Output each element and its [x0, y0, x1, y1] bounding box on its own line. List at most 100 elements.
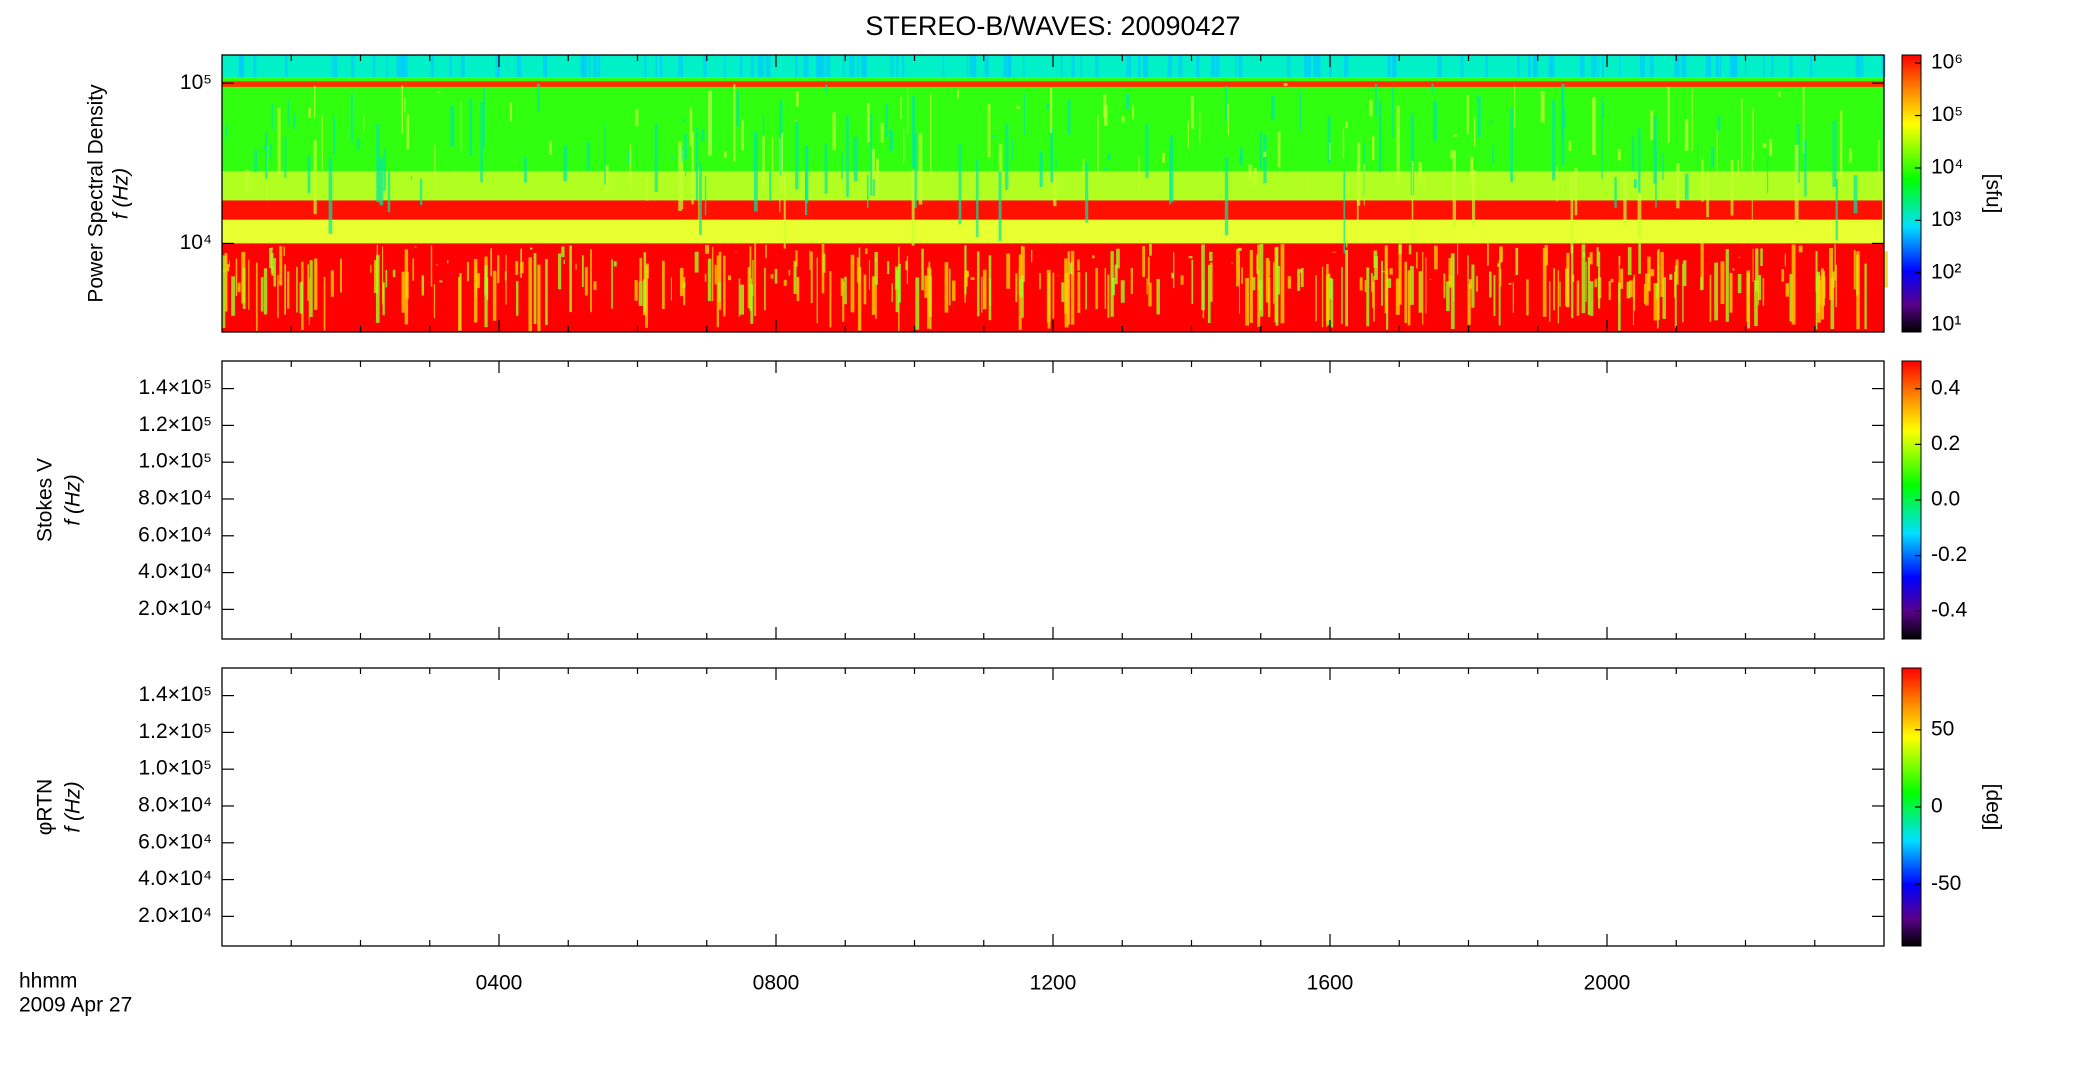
spectrogram-texture [973, 55, 977, 78]
spectrogram-texture [1378, 100, 1382, 173]
spectrogram-texture [1272, 262, 1275, 304]
spectrogram-texture [1207, 264, 1211, 323]
spectrogram-texture [1467, 255, 1469, 287]
spectrogram-texture [849, 55, 855, 78]
spectrogram-texture [822, 55, 825, 78]
spectrogram-texture [1384, 245, 1388, 314]
spectrogram-texture [1757, 279, 1759, 306]
spectrogram-texture [793, 120, 797, 122]
spectrogram-texture [313, 85, 316, 119]
spectrogram-texture [810, 251, 813, 304]
spectrogram-texture [458, 276, 461, 331]
spectrogram-texture [765, 55, 771, 78]
spectrogram-texture [1374, 256, 1378, 280]
spectrogram-texture [712, 246, 714, 302]
spectrogram-texture [1269, 260, 1271, 276]
spectrogram-texture [1596, 247, 1599, 267]
spectrogram-texture [1781, 269, 1785, 282]
spectrogram-texture [678, 55, 683, 78]
spectrogram-texture [1817, 279, 1821, 323]
colorbar-label: [deg] [1981, 784, 2004, 831]
spectrogram-texture [1740, 98, 1743, 170]
spectrogram-texture [405, 271, 409, 299]
spectrogram-texture [876, 158, 880, 196]
spectrogram-texture [984, 55, 989, 78]
x-axis-label: 2009 Apr 27 [19, 994, 132, 1017]
spectrogram-texture [1330, 279, 1334, 328]
spectrogram-texture [309, 260, 313, 318]
spectrogram-texture [850, 254, 855, 313]
spectrogram-texture [846, 115, 849, 197]
spectrogram-texture [1510, 108, 1513, 183]
spectrogram-texture [795, 250, 798, 267]
colorbar-tick-label: 10¹ [1931, 313, 1961, 336]
spectrogram-texture [1107, 274, 1110, 318]
spectrogram-texture [1245, 277, 1249, 326]
spectrogram-texture [1387, 55, 1391, 78]
spectrogram-texture [333, 117, 336, 156]
spectrogram-texture [1855, 55, 1861, 78]
spectrogram-texture [222, 81, 1884, 87]
spectrogram-texture [1471, 264, 1475, 308]
y-tick-label: 8.0×10⁴ [138, 487, 212, 510]
spectrogram-texture [1410, 113, 1415, 196]
spectrogram-texture [662, 260, 665, 310]
spectrogram-texture [795, 55, 798, 78]
spectrogram-texture [299, 282, 303, 314]
colorbar-tick-label: 10⁶ [1931, 51, 1963, 74]
spectrogram-texture [825, 84, 828, 95]
spectrogram-texture [375, 254, 380, 323]
spectrogram-texture [1853, 250, 1856, 290]
spectrogram-texture [1618, 282, 1621, 331]
spectrogram-texture [307, 264, 310, 301]
spectrogram-texture [1443, 273, 1446, 299]
spectrogram-texture [905, 260, 908, 271]
spectrogram-texture [1039, 273, 1041, 290]
spectrogram-texture [563, 145, 568, 182]
spectrogram-texture [948, 268, 951, 306]
spectrogram-texture [1632, 278, 1635, 326]
spectrogram-texture [870, 113, 873, 196]
spectrogram-texture [604, 124, 606, 185]
spectrogram-texture [684, 134, 687, 160]
spectrogram-texture [222, 255, 226, 272]
spectrogram-texture [592, 55, 597, 78]
spectrogram-texture [958, 144, 962, 225]
spectrogram-texture [1553, 268, 1556, 311]
spectrogram-texture [1618, 256, 1620, 303]
spectrogram-texture [528, 257, 532, 332]
spectrogram-texture [1691, 88, 1693, 151]
spectrogram-texture [1477, 96, 1481, 137]
colorbar-tick-label: 0.0 [1931, 488, 1960, 511]
spectrogram-texture [1235, 55, 1237, 78]
spectrogram-texture [582, 55, 587, 78]
spectrogram-texture [447, 260, 449, 264]
spectrogram-texture [1754, 280, 1758, 327]
spectrogram-texture [1457, 243, 1459, 275]
spectrogram-texture [460, 55, 465, 78]
spectrogram-texture [260, 277, 264, 312]
spectrogram-texture [277, 107, 281, 175]
spectrogram-texture [865, 248, 868, 254]
spectrogram-texture [998, 171, 1002, 242]
spectrogram-texture [645, 177, 649, 201]
spectrogram-texture [872, 179, 875, 197]
spectrogram-texture [644, 55, 647, 78]
spectrogram-texture [1674, 265, 1677, 329]
spectrogram-texture [1697, 142, 1699, 171]
spectrogram-texture [1011, 139, 1014, 159]
spectrogram-texture [1396, 105, 1400, 184]
spectrogram-texture [1548, 55, 1553, 78]
spectrogram-texture [1802, 87, 1805, 154]
spectrogram-texture [875, 276, 877, 319]
spectrogram-texture [434, 144, 436, 197]
spectrogram-texture [1416, 252, 1418, 269]
spectrogram-texture [907, 88, 909, 134]
spectrogram-texture [1643, 283, 1646, 304]
y-tick-label: 6.0×10⁴ [138, 523, 212, 546]
spectrogram-texture [226, 264, 230, 272]
spectrogram-texture [1610, 278, 1614, 283]
spectrogram-texture [1371, 272, 1373, 293]
spectrogram-texture [430, 55, 435, 78]
y-axis-label: f (Hz) [62, 781, 85, 832]
